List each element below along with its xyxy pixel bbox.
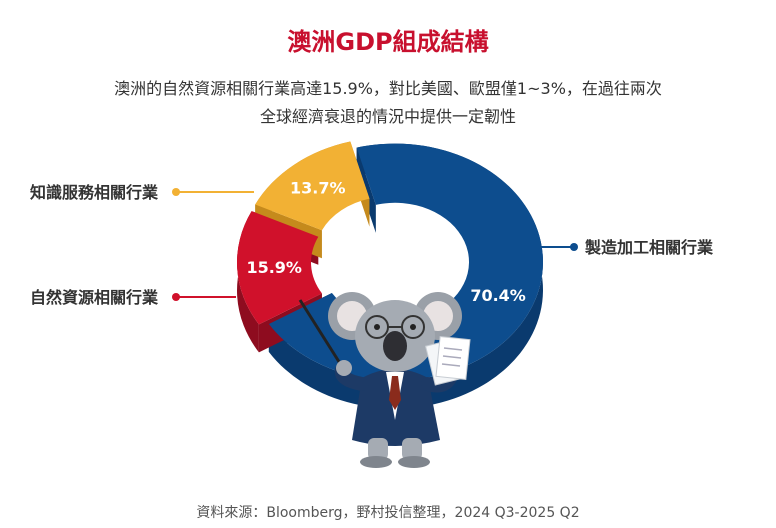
koala-nose [383,331,407,361]
donut-slice-3 [255,141,370,231]
data-source-note: 資料來源：Bloomberg，野村投信整理，2024 Q3-2025 Q2 [196,505,580,521]
donut-slice-2 [237,211,322,325]
koala-foot-right [398,456,430,468]
koala-foot-left [360,456,392,468]
chart-subtitle-line-1: 澳洲的自然資源相關行業高達15.9%，對比美國、歐盟僅1~3%，在過往兩次 [114,79,662,98]
leader-dot-1 [570,243,578,251]
koala-tie [389,376,401,410]
category-label-2: 自然資源相關行業 [30,288,159,307]
koala-presenter-illustration [298,292,471,468]
value-label-3: 13.7% [290,179,346,198]
category-label-1: 製造加工相關行業 [584,238,714,257]
koala-papers [425,335,471,386]
leader-dot-3 [172,188,180,196]
chart-subtitle-line-2: 全球經濟衰退的情況中提供一定韌性 [259,107,516,126]
value-label-1: 70.4% [470,286,526,305]
leader-dot-2 [172,293,180,301]
value-label-2: 15.9% [246,258,302,277]
category-label-3: 知識服務相關行業 [30,183,159,202]
chart-title: 澳洲GDP組成結構 [287,28,489,56]
